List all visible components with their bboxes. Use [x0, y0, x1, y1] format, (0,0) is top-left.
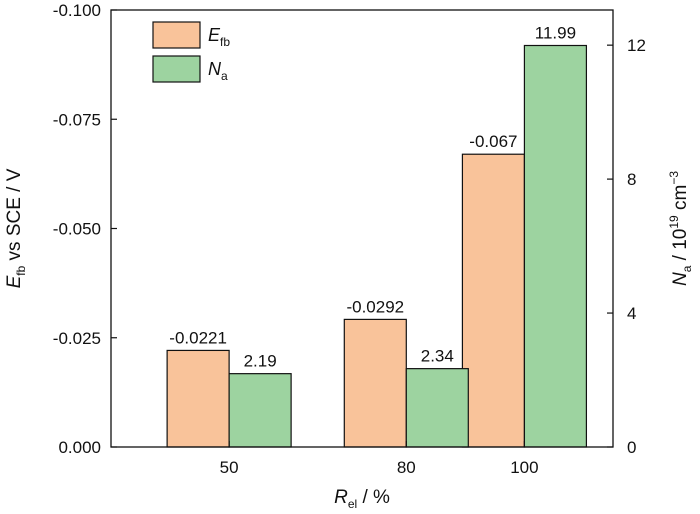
bars-layer [166, 44, 588, 448]
bar-e-80 [343, 318, 407, 448]
bar-e-50 [166, 349, 230, 448]
bar-e-100 [461, 153, 526, 448]
bar-n-100 [523, 44, 588, 448]
bar-n-50 [228, 373, 292, 448]
data-label-n-100: 11.99 [535, 23, 576, 42]
y-left-tick-label: -0.050 [53, 220, 101, 239]
data-labels-layer: -0.0221 -0.0292 -0.067 2.19 2.34 11.99 [169, 23, 576, 370]
y-right-tick-label: 12 [627, 36, 646, 55]
y-right-tick-label: 0 [627, 438, 636, 457]
data-label-e-80: -0.0292 [346, 297, 404, 316]
y-left-tick-label: -0.075 [53, 110, 101, 129]
y-left-tick-label: -0.100 [53, 1, 101, 20]
y-left-tick-label: -0.025 [53, 329, 101, 348]
x-tick-label: 80 [397, 458, 416, 477]
x-tick-label: 100 [510, 458, 538, 477]
data-label-n-50: 2.19 [244, 352, 277, 371]
x-tick-label: 50 [220, 458, 239, 477]
ticks-layer: 0.000 -0.025 -0.050 -0.075 -0.100 0 4 8 12 50 80 10… [53, 1, 646, 477]
data-label-n-80: 2.34 [421, 347, 454, 366]
bar-n-80 [405, 368, 469, 448]
y-left-tick-label: 0.000 [58, 438, 101, 457]
y-right-tick-label: 8 [627, 170, 636, 189]
legend-swatch-na [152, 55, 201, 83]
y-axis-right-title: Na / 1019 cm−3 [667, 171, 694, 286]
legend: Efb Na [152, 21, 230, 83]
legend-swatch-efb [152, 21, 201, 49]
x-axis-title: Rel / % [334, 487, 390, 511]
data-label-e-50: -0.0221 [169, 328, 227, 347]
y-right-tick-label: 4 [627, 304, 636, 323]
legend-label-efb: Efb [208, 25, 230, 49]
y-axis-left-title: Efb vs SCE / V [4, 168, 28, 288]
legend-label-na: Na [208, 59, 228, 83]
data-label-e-100: -0.067 [469, 132, 517, 151]
